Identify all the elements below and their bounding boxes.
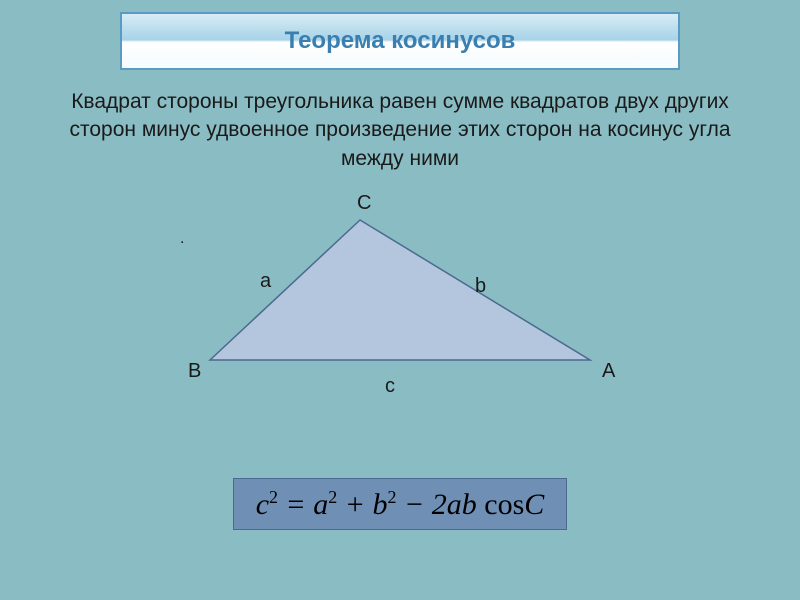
side-label-a: a <box>260 270 271 293</box>
vertex-label-A: А <box>602 360 615 383</box>
formula-a: a <box>313 488 328 521</box>
formula-p2: b <box>462 488 477 521</box>
theorem-description: Квадрат стороны треугольника равен сумме… <box>60 88 740 173</box>
periods-marker: . <box>180 230 184 248</box>
formula-b: b <box>373 488 388 521</box>
side-label-b: b <box>475 275 486 298</box>
title-text: Теорема косинусов <box>285 27 516 55</box>
side-label-c: c <box>385 375 395 398</box>
vertex-label-C: С <box>357 192 371 215</box>
vertex-label-B: В <box>188 360 201 383</box>
title-box: Теорема косинусов <box>120 12 680 70</box>
triangle-diagram: . С В А a b c <box>150 190 650 400</box>
formula-text: c2 = a2 + b2 − 2ab cosC <box>256 487 545 522</box>
formula-box: c2 = a2 + b2 − 2ab cosC <box>233 478 567 530</box>
formula-cos: cos <box>484 488 524 521</box>
formula-angle: C <box>524 488 544 521</box>
formula-p1: a <box>447 488 462 521</box>
triangle-svg <box>150 190 650 400</box>
formula-coeff: 2 <box>432 488 447 521</box>
formula-lhs: c <box>256 488 269 521</box>
